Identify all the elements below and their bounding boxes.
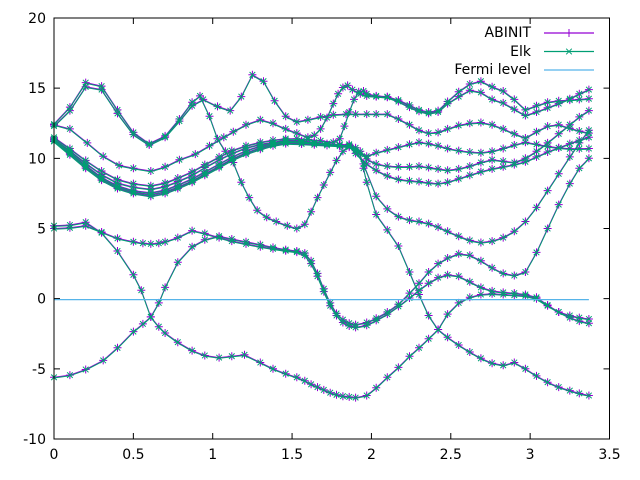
plot-border bbox=[53, 17, 610, 440]
abinit-plus-markers bbox=[50, 70, 593, 149]
abinit-band-line bbox=[53, 221, 589, 399]
abinit-band-line bbox=[53, 110, 590, 194]
x-tick-label: 0.5 bbox=[122, 447, 144, 463]
x-tick-label: 3.5 bbox=[598, 447, 620, 463]
y-tick-label: -5 bbox=[32, 362, 46, 378]
abinit-plus-markers bbox=[50, 218, 593, 402]
elk-band-line bbox=[53, 85, 590, 173]
elk-band-line bbox=[53, 74, 590, 147]
y-tick-label: 5 bbox=[37, 222, 46, 238]
x-tick-label: 2 bbox=[367, 447, 376, 463]
y-tick-label: 20 bbox=[28, 11, 46, 27]
x-tick-label: 1.5 bbox=[281, 447, 303, 463]
legend-cross-marker-icon bbox=[565, 48, 573, 55]
y-tick-label: 0 bbox=[37, 292, 46, 308]
elk-cross-markers bbox=[50, 219, 593, 401]
x-tick-label: 1 bbox=[208, 447, 217, 463]
y-tick-label: 15 bbox=[28, 81, 46, 97]
abinit-band-line bbox=[53, 140, 590, 396]
legend-label-fermi-level: Fermi level bbox=[454, 62, 531, 78]
y-tick-label: 10 bbox=[28, 151, 46, 167]
elk-band-line bbox=[53, 110, 590, 194]
elk-cross-markers bbox=[50, 137, 593, 399]
abinit-band-line bbox=[53, 84, 590, 172]
legend-plus-marker-icon bbox=[565, 29, 573, 37]
elk-band-line bbox=[53, 141, 590, 397]
elk-band-line bbox=[53, 82, 590, 244]
x-tick-label: 3 bbox=[526, 447, 535, 463]
elk-cross-markers bbox=[50, 71, 593, 149]
x-tick-label: 0 bbox=[50, 447, 59, 463]
x-tick-label: 2.5 bbox=[440, 447, 462, 463]
legend-label-elk: Elk bbox=[510, 44, 531, 60]
y-tick-label: -10 bbox=[23, 432, 46, 448]
legend-label-abinit: ABINIT bbox=[484, 25, 531, 41]
elk-band-line bbox=[53, 222, 589, 399]
